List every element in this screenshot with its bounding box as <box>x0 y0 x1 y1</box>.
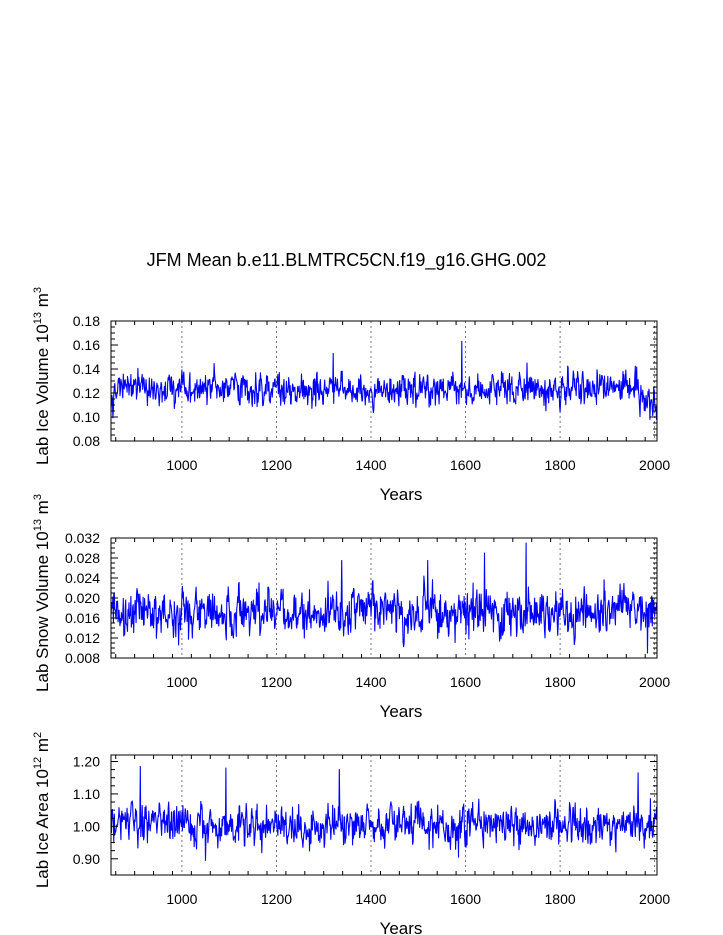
x-tick-label: 1000 <box>166 457 197 473</box>
y-axis-title: Lab Ice Area 1012 m2 <box>32 732 52 888</box>
x-tick-label: 1400 <box>355 674 386 690</box>
x-tick-label: 1200 <box>261 674 292 690</box>
y-tick-label: 0.16 <box>73 337 100 353</box>
y-tick-label: 0.032 <box>65 530 100 546</box>
y-axis-title: Lab Snow Volume 1013 m3 <box>32 494 52 692</box>
ice-volume-panel: 1000 1200 1400 1600 1800 2000 0.08 0.10 0.12 0.14… <box>32 287 670 504</box>
y-tick-label: 0.14 <box>73 361 100 377</box>
y-tick-label: 0.012 <box>65 630 100 646</box>
snow-volume-panel: 1000 1200 1400 1600 1800 2000 0.008 0.012 0.016 0… <box>32 494 670 721</box>
y-tick-label: 0.12 <box>73 385 100 401</box>
y-tick-label: 0.18 <box>73 313 100 329</box>
y-tick-label: 0.028 <box>65 550 100 566</box>
series-line <box>110 542 658 654</box>
series-line <box>110 765 658 861</box>
y-tick-label: 0.016 <box>65 610 100 626</box>
ice-area-panel: 1000 1200 1400 1600 1800 2000 0.90 1.00 1.10 1.20… <box>32 732 670 935</box>
x-tick-label: 1000 <box>166 891 197 907</box>
x-tick-label: 1000 <box>166 674 197 690</box>
x-axis-title: Years <box>380 485 423 504</box>
y-tick-label: 0.90 <box>73 851 100 867</box>
x-tick-label: 1800 <box>545 891 576 907</box>
x-tick-label: 1600 <box>450 457 481 473</box>
x-tick-label: 1400 <box>355 457 386 473</box>
y-tick-label: 0.020 <box>65 590 100 606</box>
x-axis-title: Years <box>380 702 423 721</box>
x-tick-label: 2000 <box>639 891 670 907</box>
x-tick-label: 1400 <box>355 891 386 907</box>
x-tick-label: 2000 <box>639 457 670 473</box>
x-tick-label: 1800 <box>545 674 576 690</box>
y-axis-title: Lab Ice Volume 1013 m3 <box>32 287 52 465</box>
y-tick-label: 1.00 <box>73 818 100 834</box>
y-tick-label: 0.10 <box>73 409 100 425</box>
x-tick-label: 1600 <box>450 674 481 690</box>
x-tick-label: 2000 <box>639 674 670 690</box>
y-tick-label: 1.20 <box>73 753 100 769</box>
y-tick-label: 0.024 <box>65 570 100 586</box>
x-tick-label: 1200 <box>261 891 292 907</box>
y-tick-label: 0.08 <box>73 433 100 449</box>
y-tick-label: 1.10 <box>73 786 100 802</box>
x-tick-label: 1600 <box>450 891 481 907</box>
x-tick-label: 1800 <box>545 457 576 473</box>
y-tick-label: 0.008 <box>65 650 100 666</box>
series-line <box>110 340 658 420</box>
plot-frame <box>110 754 658 876</box>
x-tick-label: 1200 <box>261 457 292 473</box>
chart-title: JFM Mean b.e11.BLMTRC5CN.f19_g16.GHG.002 <box>146 250 547 270</box>
x-axis-title: Years <box>380 919 423 935</box>
